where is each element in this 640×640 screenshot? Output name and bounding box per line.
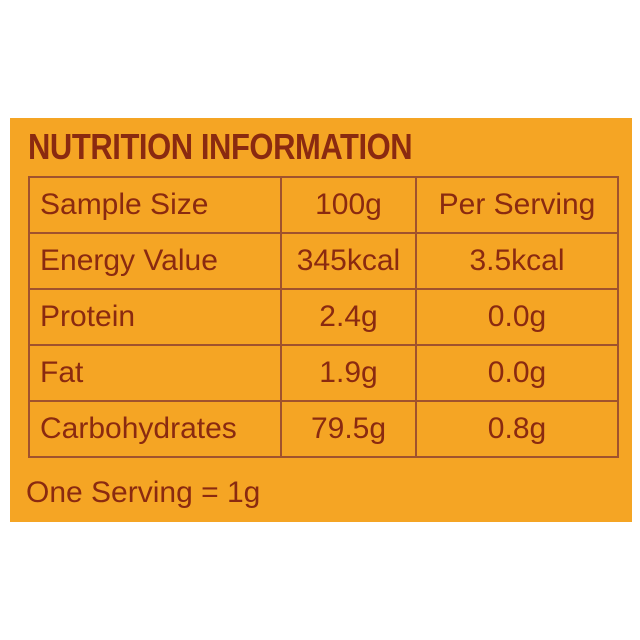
table-row: Protein 2.4g 0.0g bbox=[28, 288, 619, 346]
cell: Per Serving bbox=[415, 176, 619, 234]
row-label: Carbohydrates bbox=[28, 400, 282, 458]
table-row: Fat 1.9g 0.0g bbox=[28, 344, 619, 402]
table-row: Energy Value 345kcal 3.5kcal bbox=[28, 232, 619, 290]
cell: 345kcal bbox=[280, 232, 417, 290]
nutrition-panel: NUTRITION INFORMATION Sample Size 100g Per… bbox=[10, 118, 632, 522]
nutrition-table: Sample Size 100g Per Serving Energy Value 34… bbox=[28, 176, 619, 458]
cell: 2.4g bbox=[280, 288, 417, 346]
row-label: Protein bbox=[28, 288, 282, 346]
cell: 3.5kcal bbox=[415, 232, 619, 290]
row-label: Energy Value bbox=[28, 232, 282, 290]
row-label: Sample Size bbox=[28, 176, 282, 234]
title: NUTRITION INFORMATION bbox=[28, 126, 413, 167]
row-label: Fat bbox=[28, 344, 282, 402]
table-row: Sample Size 100g Per Serving bbox=[28, 176, 619, 234]
cell: 0.8g bbox=[415, 400, 619, 458]
cell: 0.0g bbox=[415, 344, 619, 402]
table-row: Carbohydrates 79.5g 0.8g bbox=[28, 400, 619, 458]
cell: 100g bbox=[280, 176, 417, 234]
cell: 0.0g bbox=[415, 288, 619, 346]
serving-note: One Serving = 1g bbox=[26, 476, 261, 509]
cell: 79.5g bbox=[280, 400, 417, 458]
cell: 1.9g bbox=[280, 344, 417, 402]
